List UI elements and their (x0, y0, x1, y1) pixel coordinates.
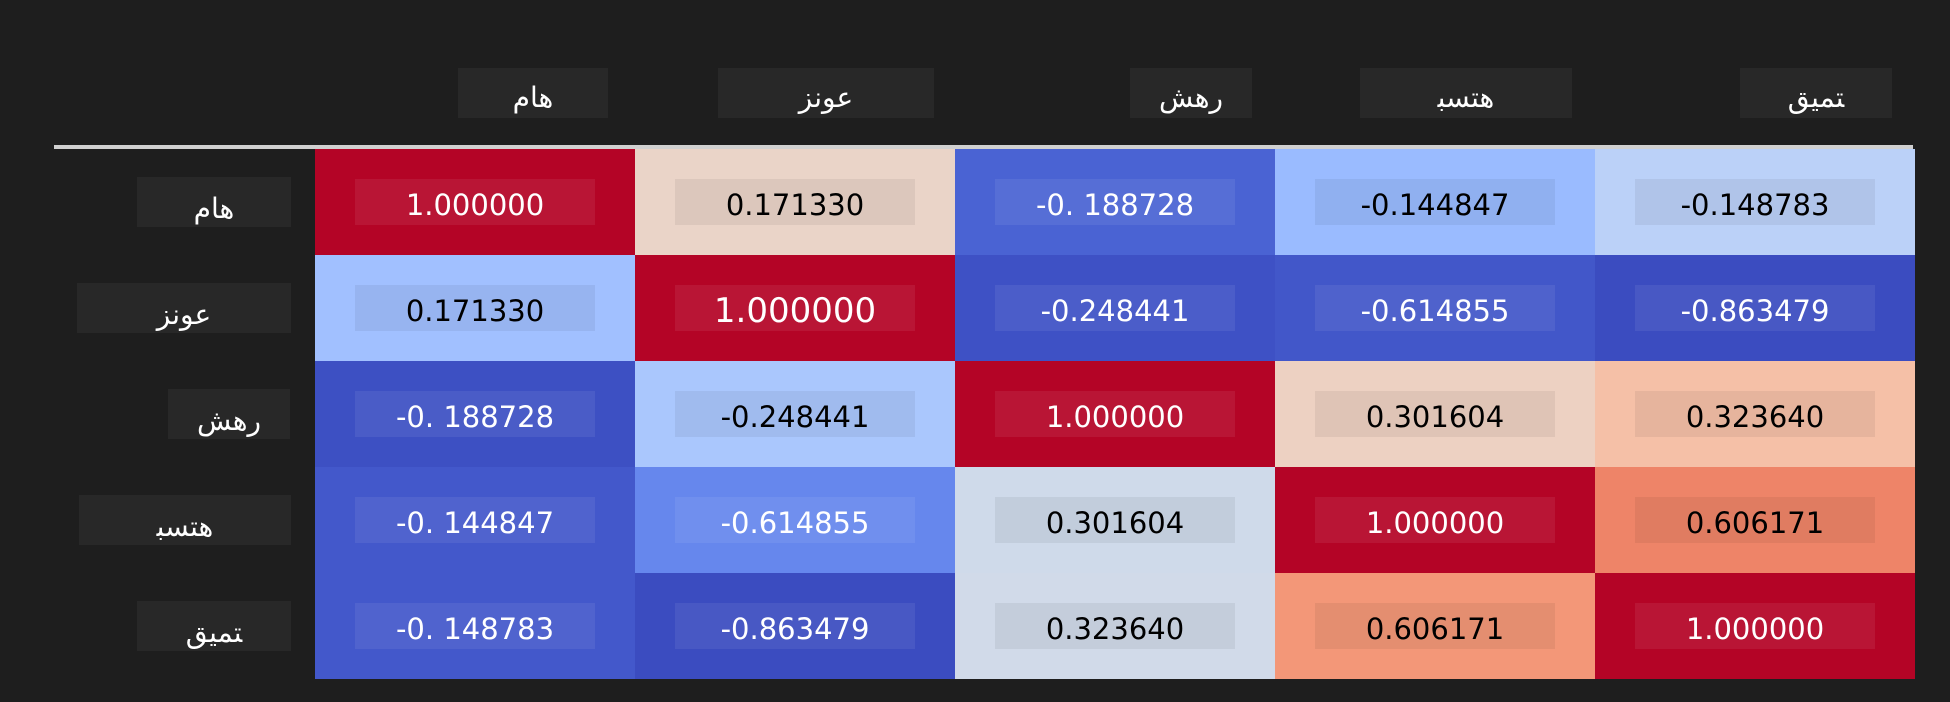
cell-value: -0.614855 (675, 497, 915, 543)
cell-value: 0.606171 (1315, 603, 1555, 649)
cell-value: -0.248441 (675, 391, 915, 437)
cell-value: -0.863479 (1635, 285, 1875, 331)
row-header: ﻋﻮﻧﺰ (77, 283, 291, 333)
heatmap-cell: -0.614855 (1275, 255, 1595, 361)
cell-value: 1.000000 (675, 285, 915, 331)
row-header: ﺭﻫﺶ (168, 389, 290, 439)
cell-value: -0.148783 (1635, 179, 1875, 225)
row-header: ﺘﻤﻴﻖ (137, 601, 291, 651)
row-header: ﻫﺎﻡ (137, 177, 291, 227)
heatmap-cell: 0.606171 (1275, 573, 1595, 679)
heatmap-cell: -0.148783 (1595, 149, 1915, 255)
heatmap-cell: -0. 148783 (315, 573, 635, 679)
cell-value: 0.171330 (675, 179, 915, 225)
heatmap-cell: 1.000000 (315, 149, 635, 255)
heatmap-cell: 1.000000 (635, 255, 955, 361)
column-header: ﺘﻤﻴﻖ (1740, 68, 1892, 118)
heatmap-cell: -0. 144847 (315, 467, 635, 573)
heatmap-cell: 0.171330 (315, 255, 635, 361)
heatmap-cell: 0.606171 (1595, 467, 1915, 573)
row-header: ﻫﺘﺴﺒ (79, 495, 291, 545)
column-header: ﻫﺘﺴﺒ (1360, 68, 1572, 118)
heatmap-cell: 0.301604 (1275, 361, 1595, 467)
cell-value: 1.000000 (1315, 497, 1555, 543)
heatmap-cell: 1.000000 (955, 361, 1275, 467)
heatmap-cell: -0.248441 (955, 255, 1275, 361)
cell-value: 0.301604 (1315, 391, 1555, 437)
cell-value: -0.144847 (1315, 179, 1555, 225)
cell-value: -0.248441 (995, 285, 1235, 331)
heatmap-cell: 0.323640 (955, 573, 1275, 679)
heatmap-cell: -0. 188728 (955, 149, 1275, 255)
cell-value: -0. 188728 (995, 179, 1235, 225)
column-header: ﻋﻮﻧﺰ (718, 68, 934, 118)
heatmap-cell: -0.614855 (635, 467, 955, 573)
cell-value: -0. 148783 (355, 603, 595, 649)
cell-value: 0.323640 (1635, 391, 1875, 437)
heatmap-cell: 0.323640 (1595, 361, 1915, 467)
cell-value: -0. 144847 (355, 497, 595, 543)
column-header: ﺭﻫﺶ (1130, 68, 1252, 118)
cell-value: 0.171330 (355, 285, 595, 331)
heatmap-cell: -0.144847 (1275, 149, 1595, 255)
cell-value: 0.301604 (995, 497, 1235, 543)
heatmap-cell: -0.248441 (635, 361, 955, 467)
cell-value: -0. 188728 (355, 391, 595, 437)
cell-value: 1.000000 (355, 179, 595, 225)
header-divider (54, 145, 1913, 149)
cell-value: -0.863479 (675, 603, 915, 649)
heatmap-cell: -0.863479 (635, 573, 955, 679)
column-header: ﻫﺎﻡ (458, 68, 608, 118)
cell-value: 1.000000 (995, 391, 1235, 437)
cell-value: 0.323640 (995, 603, 1235, 649)
heatmap-cell: 0.171330 (635, 149, 955, 255)
heatmap-cell: 1.000000 (1275, 467, 1595, 573)
heatmap-cell: 1.000000 (1595, 573, 1915, 679)
cell-value: 0.606171 (1635, 497, 1875, 543)
heatmap-cell: 0.301604 (955, 467, 1275, 573)
heatmap-cell: -0.863479 (1595, 255, 1915, 361)
cell-value: -0.614855 (1315, 285, 1555, 331)
cell-value: 1.000000 (1635, 603, 1875, 649)
heatmap-cell: -0. 188728 (315, 361, 635, 467)
